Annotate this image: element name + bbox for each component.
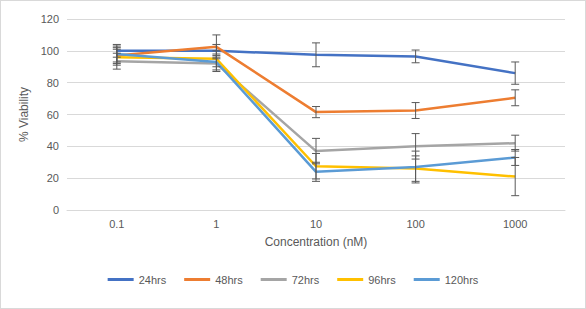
svg-text:1000: 1000 (503, 218, 527, 230)
svg-text:20: 20 (47, 172, 59, 184)
svg-text:80: 80 (47, 77, 59, 89)
svg-text:Concentration (nM): Concentration (nM) (265, 235, 368, 249)
svg-text:1: 1 (213, 218, 219, 230)
svg-text:40: 40 (47, 140, 59, 152)
svg-text:120: 120 (41, 13, 59, 25)
svg-text:0: 0 (53, 204, 59, 216)
svg-text:120hrs: 120hrs (445, 274, 479, 286)
svg-text:100: 100 (406, 218, 424, 230)
svg-text:96hrs: 96hrs (368, 274, 396, 286)
svg-text:72hrs: 72hrs (292, 274, 320, 286)
svg-text:60: 60 (47, 109, 59, 121)
svg-text:10: 10 (310, 218, 322, 230)
svg-text:0.1: 0.1 (109, 218, 124, 230)
svg-text:100: 100 (41, 45, 59, 57)
svg-text:24hrs: 24hrs (139, 274, 167, 286)
svg-text:48hrs: 48hrs (215, 274, 243, 286)
svg-text:% Viability: % Viability (17, 87, 31, 142)
